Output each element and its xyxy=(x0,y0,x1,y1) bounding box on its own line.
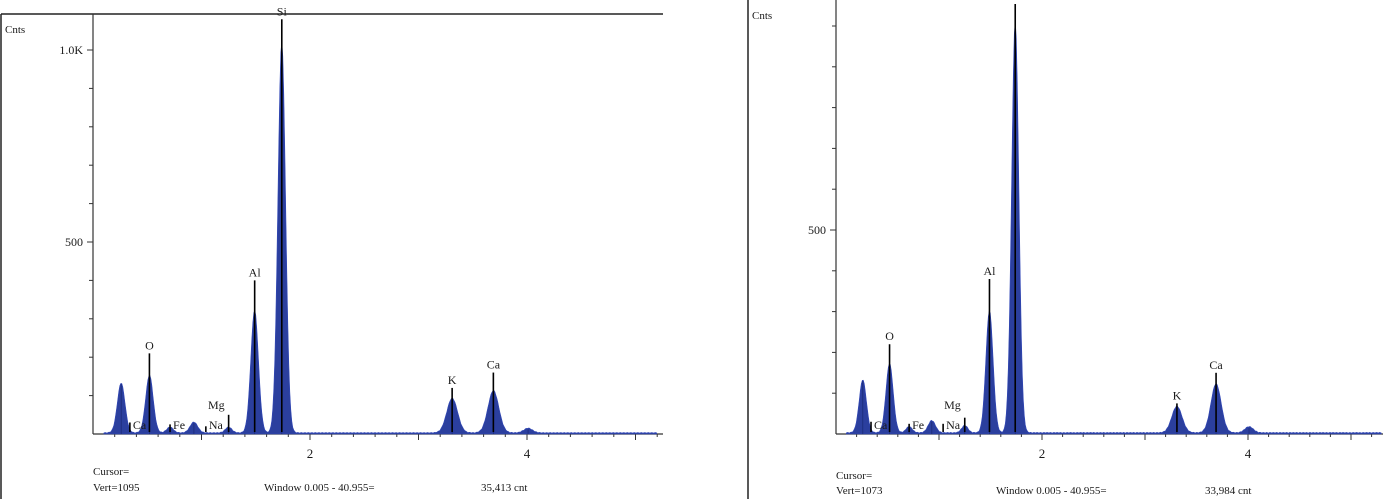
right-x-tick-label: 2 xyxy=(1039,446,1046,461)
left-element-label-si: Si xyxy=(277,4,288,18)
left-spectrum-area xyxy=(103,41,658,435)
right-y-tick-label: 500 xyxy=(808,223,826,237)
right-x-tick-label: 4 xyxy=(1245,446,1252,461)
left-vert-readout: Vert=1095 xyxy=(93,482,140,494)
left-element-label-al: Al xyxy=(249,265,262,279)
left-element-label-na: Na xyxy=(209,418,224,432)
right-total-counts: 33,984 cnt xyxy=(1205,485,1251,497)
right-element-label-ca: Ca xyxy=(874,418,888,432)
right-spectrum-area xyxy=(846,20,1382,435)
spectra-plots: 500 1.0K 2 4 Ca O Fe Na Mg Al Si K Ca 500 2 4 Ca O Fe Na Mg A… xyxy=(59,0,1383,461)
right-element-label-mg: Mg xyxy=(944,398,961,412)
right-element-label-si: Si xyxy=(1010,0,1021,3)
right-element-label-ca: Ca xyxy=(1209,358,1223,372)
right-element-label-o: O xyxy=(885,329,894,343)
left-y-axis-label: Cnts xyxy=(5,24,25,36)
left-spectrum-panel: 500 1.0K 2 4 Ca O Fe Na Mg Al Si K Ca xyxy=(59,4,663,461)
left-y-tick-label: 1.0K xyxy=(59,43,83,57)
left-element-label-ca: Ca xyxy=(133,418,147,432)
left-window-readout: Window 0.005 - 40.955= xyxy=(264,482,375,494)
left-cursor-label: Cursor= xyxy=(93,466,129,478)
left-x-tick-label: 2 xyxy=(307,446,314,461)
right-element-label-k: K xyxy=(1173,388,1182,402)
left-element-label-ca: Ca xyxy=(487,358,501,372)
right-vert-readout: Vert=1073 xyxy=(836,485,883,497)
right-element-label-fe: Fe xyxy=(912,418,924,432)
left-element-label-o: O xyxy=(145,338,154,352)
right-element-label-na: Na xyxy=(946,418,961,432)
right-window-readout: Window 0.005 - 40.955= xyxy=(996,485,1107,497)
left-y-tick-label: 500 xyxy=(65,235,83,249)
left-element-label-fe: Fe xyxy=(173,418,185,432)
right-spectrum-panel: 500 2 4 Ca O Fe Na Mg Al Si K Ca xyxy=(808,0,1383,461)
left-panel-frame xyxy=(0,13,663,499)
right-cursor-label: Cursor= xyxy=(836,470,872,482)
left-element-label-k: K xyxy=(448,373,457,387)
left-element-label-mg: Mg xyxy=(208,398,225,412)
left-total-counts: 35,413 cnt xyxy=(481,482,527,494)
right-y-axis-label: Cnts xyxy=(752,10,772,22)
left-x-tick-label: 4 xyxy=(524,446,531,461)
right-element-label-al: Al xyxy=(983,264,996,278)
